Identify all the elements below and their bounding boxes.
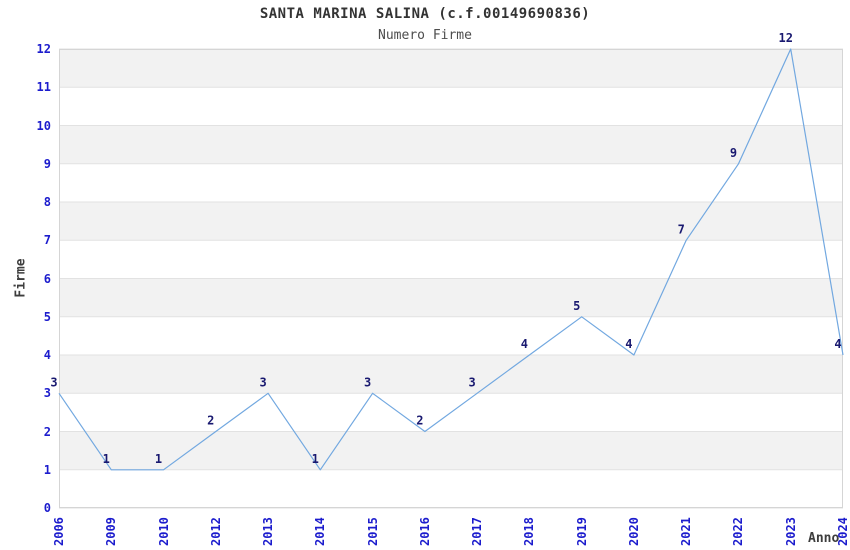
y-tick-label: 4 (43, 348, 51, 362)
y-tick-label: 9 (43, 156, 51, 171)
data-point-label: 3 (259, 375, 266, 389)
data-point-label: 2 (416, 414, 423, 428)
x-tick-label: 2010 (156, 517, 171, 546)
x-tick-label: 2021 (679, 517, 694, 546)
data-point-label: 4 (521, 337, 528, 351)
x-tick-label: 2024 (836, 517, 850, 546)
data-point-label: 4 (625, 337, 632, 351)
data-point-label: 9 (730, 146, 737, 160)
data-point-label: 4 (834, 337, 841, 351)
x-tick-label: 2019 (574, 517, 589, 546)
grid-band (59, 355, 843, 394)
y-tick-label: 1 (43, 462, 51, 477)
data-point-label: 1 (155, 452, 162, 466)
data-point-label: 12 (778, 31, 792, 45)
x-tick-label: 2016 (417, 517, 432, 546)
x-axis-title: Anno (808, 531, 840, 546)
y-tick-label: 7 (43, 233, 51, 248)
y-tick-label: 3 (43, 386, 51, 401)
x-tick-label: 2022 (731, 517, 746, 546)
y-tick-label: 10 (36, 118, 51, 133)
x-tick-label: 2006 (52, 517, 66, 546)
x-tick-label: 2023 (783, 517, 798, 546)
grid-band (59, 431, 843, 470)
data-point-label: 5 (573, 299, 580, 313)
x-tick-label: 2018 (522, 517, 537, 546)
grid-band (59, 202, 843, 241)
y-tick-label: 6 (43, 271, 51, 286)
chart-subtitle: Numero Firme (378, 28, 472, 43)
x-tick-label: 2014 (313, 517, 328, 546)
data-point-label: 3 (364, 375, 371, 389)
grid-band (59, 125, 843, 164)
grid-band (59, 278, 843, 317)
y-tick-label: 2 (43, 424, 51, 439)
y-tick-label: 12 (36, 42, 51, 56)
grid-band (59, 49, 843, 88)
data-point-label: 2 (207, 414, 214, 428)
y-tick-label: 11 (36, 80, 51, 95)
data-point-label: 3 (468, 375, 475, 389)
y-tick-label: 0 (43, 501, 51, 515)
data-point-label: 1 (103, 452, 110, 466)
x-tick-label: 2012 (208, 517, 223, 546)
y-tick-label: 5 (43, 309, 51, 324)
y-tick-label: 8 (43, 195, 51, 209)
x-tick-label: 2017 (470, 517, 485, 546)
data-point-label: 7 (678, 222, 685, 236)
data-point-label: 1 (312, 452, 319, 466)
plot-border (59, 49, 843, 508)
data-point-label: 3 (50, 375, 57, 389)
x-tick-label: 2013 (261, 517, 276, 546)
x-tick-label: 2009 (104, 517, 119, 546)
data-line (58, 48, 844, 471)
chart-title: SANTA MARINA SALINA (c.f.00149690836) (259, 6, 591, 22)
x-tick-label: 2015 (365, 517, 380, 546)
x-tick-label: 2020 (626, 517, 641, 546)
